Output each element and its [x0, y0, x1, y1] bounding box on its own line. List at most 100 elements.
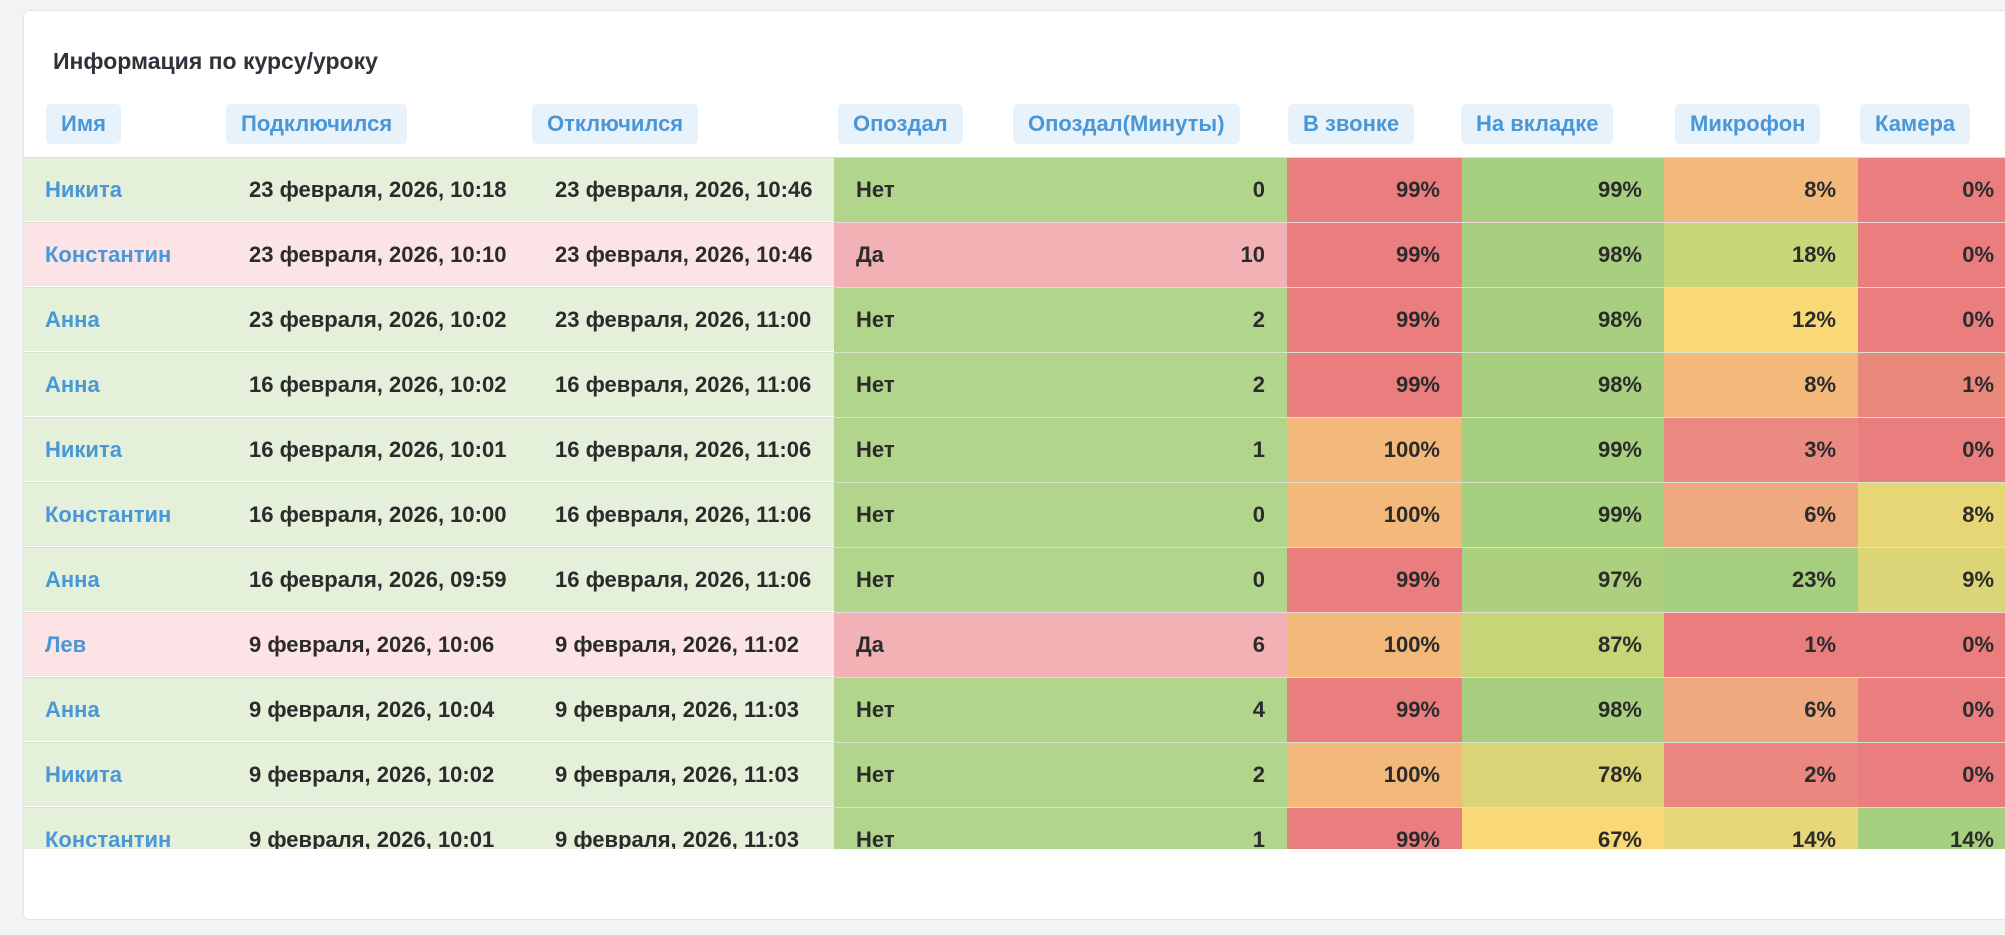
cell-microphone: 6% [1664, 483, 1858, 547]
cell-connected: 9 февраля, 2026, 10:01 [249, 827, 495, 849]
cell-microphone: 23% [1664, 548, 1858, 612]
cell-late: Нет [834, 808, 1009, 849]
table-row: Анна 23 февраля, 2026, 10:02 23 февраля, 2… [24, 287, 2005, 352]
cell-microphone: 8% [1664, 353, 1858, 417]
cell-disconnected: 9 февраля, 2026, 11:03 [555, 697, 799, 722]
cell-late: Нет [834, 418, 1009, 482]
cell-connected: 16 февраля, 2026, 09:59 [249, 567, 507, 592]
cell-camera: 0% [1858, 613, 2005, 677]
table-viewport[interactable]: Имя Подключился Отключился Опоздал Опозд… [24, 91, 2005, 849]
course-lesson-info-card: Информация по курсу/уроку Имя Подключилс… [23, 10, 2005, 920]
cell-connected: 16 февраля, 2026, 10:02 [249, 372, 507, 397]
cell-connected: 9 февраля, 2026, 10:06 [249, 632, 495, 657]
cell-late-minutes: 0 [1009, 483, 1287, 547]
cell-in-call: 99% [1287, 223, 1462, 287]
cell-on-tab: 67% [1462, 808, 1664, 849]
cell-in-call: 100% [1287, 483, 1462, 547]
cell-name[interactable]: Константин [45, 502, 172, 527]
cell-late-minutes: 2 [1009, 353, 1287, 417]
table-row: Никита 23 февраля, 2026, 10:18 23 февраля,… [24, 157, 2005, 222]
table-row: Константин 9 февраля, 2026, 10:01 9 феврал… [24, 807, 2005, 849]
header-disconnected[interactable]: Отключился [532, 104, 699, 144]
cell-microphone: 1% [1664, 613, 1858, 677]
cell-name[interactable]: Никита [45, 437, 122, 462]
cell-in-call: 99% [1287, 288, 1462, 352]
header-late-minutes[interactable]: Опоздал(Минуты) [1013, 104, 1240, 144]
cell-camera: 9% [1858, 548, 2005, 612]
cell-disconnected: 23 февраля, 2026, 11:00 [555, 307, 812, 332]
cell-camera: 0% [1858, 223, 2005, 287]
cell-late: Нет [834, 353, 1009, 417]
header-connected[interactable]: Подключился [226, 104, 408, 144]
cell-on-tab: 87% [1462, 613, 1664, 677]
header-camera[interactable]: Камера [1860, 104, 1971, 144]
cell-in-call: 100% [1287, 743, 1462, 807]
cell-late: Нет [834, 548, 1009, 612]
cell-name[interactable]: Константин [45, 242, 172, 267]
cell-on-tab: 97% [1462, 548, 1664, 612]
cell-connected: 23 февраля, 2026, 10:10 [249, 242, 507, 267]
header-in-call[interactable]: В звонке [1288, 104, 1415, 144]
header-on-tab[interactable]: На вкладке [1461, 104, 1614, 144]
cell-in-call: 99% [1287, 678, 1462, 742]
table-row: Лев 9 февраля, 2026, 10:06 9 февраля, 2026… [24, 612, 2005, 677]
cell-connected: 9 февраля, 2026, 10:04 [249, 697, 495, 722]
cell-late-minutes: 6 [1009, 613, 1287, 677]
cell-in-call: 99% [1287, 808, 1462, 849]
cell-camera: 0% [1858, 158, 2005, 222]
cell-late-minutes: 1 [1009, 418, 1287, 482]
header-microphone[interactable]: Микрофон [1675, 104, 1821, 144]
cell-connected: 16 февраля, 2026, 10:00 [249, 502, 507, 527]
cell-microphone: 14% [1664, 808, 1858, 849]
cell-late: Да [834, 223, 1009, 287]
cell-disconnected: 9 февраля, 2026, 11:03 [555, 762, 799, 787]
table-row: Анна 9 февраля, 2026, 10:04 9 февраля, 202… [24, 677, 2005, 742]
cell-camera: 8% [1858, 483, 2005, 547]
cell-camera: 0% [1858, 743, 2005, 807]
table-row: Никита 9 февраля, 2026, 10:02 9 февраля, 2… [24, 742, 2005, 807]
cell-name[interactable]: Лев [45, 632, 87, 657]
cell-name[interactable]: Никита [45, 762, 122, 787]
cell-on-tab: 98% [1462, 223, 1664, 287]
table-row: Константин 23 февраля, 2026, 10:10 23 февр… [24, 222, 2005, 287]
cell-in-call: 100% [1287, 418, 1462, 482]
cell-late: Нет [834, 158, 1009, 222]
cell-name[interactable]: Никита [45, 177, 122, 202]
cell-microphone: 12% [1664, 288, 1858, 352]
cell-late-minutes: 4 [1009, 678, 1287, 742]
cell-on-tab: 99% [1462, 158, 1664, 222]
cell-microphone: 2% [1664, 743, 1858, 807]
cell-disconnected: 16 февраля, 2026, 11:06 [555, 567, 812, 592]
cell-disconnected: 9 февраля, 2026, 11:02 [555, 632, 799, 657]
cell-on-tab: 98% [1462, 353, 1664, 417]
cell-disconnected: 16 февраля, 2026, 11:06 [555, 502, 812, 527]
cell-late: Нет [834, 483, 1009, 547]
cell-in-call: 100% [1287, 613, 1462, 677]
cell-name[interactable]: Анна [45, 567, 100, 592]
table-row: Анна 16 февраля, 2026, 10:02 16 февраля, 2… [24, 352, 2005, 417]
table-row: Константин 16 февраля, 2026, 10:00 16 февр… [24, 482, 2005, 547]
cell-late-minutes: 2 [1009, 743, 1287, 807]
table-row: Анна 16 февраля, 2026, 09:59 16 февраля, 2… [24, 547, 2005, 612]
cell-name[interactable]: Константин [45, 827, 172, 849]
header-name[interactable]: Имя [46, 104, 121, 144]
cell-late: Нет [834, 288, 1009, 352]
cell-in-call: 99% [1287, 353, 1462, 417]
cell-late-minutes: 0 [1009, 548, 1287, 612]
table-header: Имя Подключился Отключился Опоздал Опозд… [24, 91, 2005, 157]
cell-name[interactable]: Анна [45, 697, 100, 722]
cell-on-tab: 99% [1462, 483, 1664, 547]
cell-late: Нет [834, 678, 1009, 742]
cell-disconnected: 23 февраля, 2026, 10:46 [555, 242, 813, 267]
cell-late-minutes: 0 [1009, 158, 1287, 222]
header-late[interactable]: Опоздал [838, 104, 963, 144]
cell-on-tab: 98% [1462, 678, 1664, 742]
cell-disconnected: 23 февраля, 2026, 10:46 [555, 177, 813, 202]
cell-late-minutes: 1 [1009, 808, 1287, 849]
cell-camera: 0% [1858, 288, 2005, 352]
cell-in-call: 99% [1287, 548, 1462, 612]
cell-name[interactable]: Анна [45, 372, 100, 397]
cell-late-minutes: 10 [1009, 223, 1287, 287]
cell-camera: 14% [1858, 808, 2005, 849]
cell-name[interactable]: Анна [45, 307, 100, 332]
